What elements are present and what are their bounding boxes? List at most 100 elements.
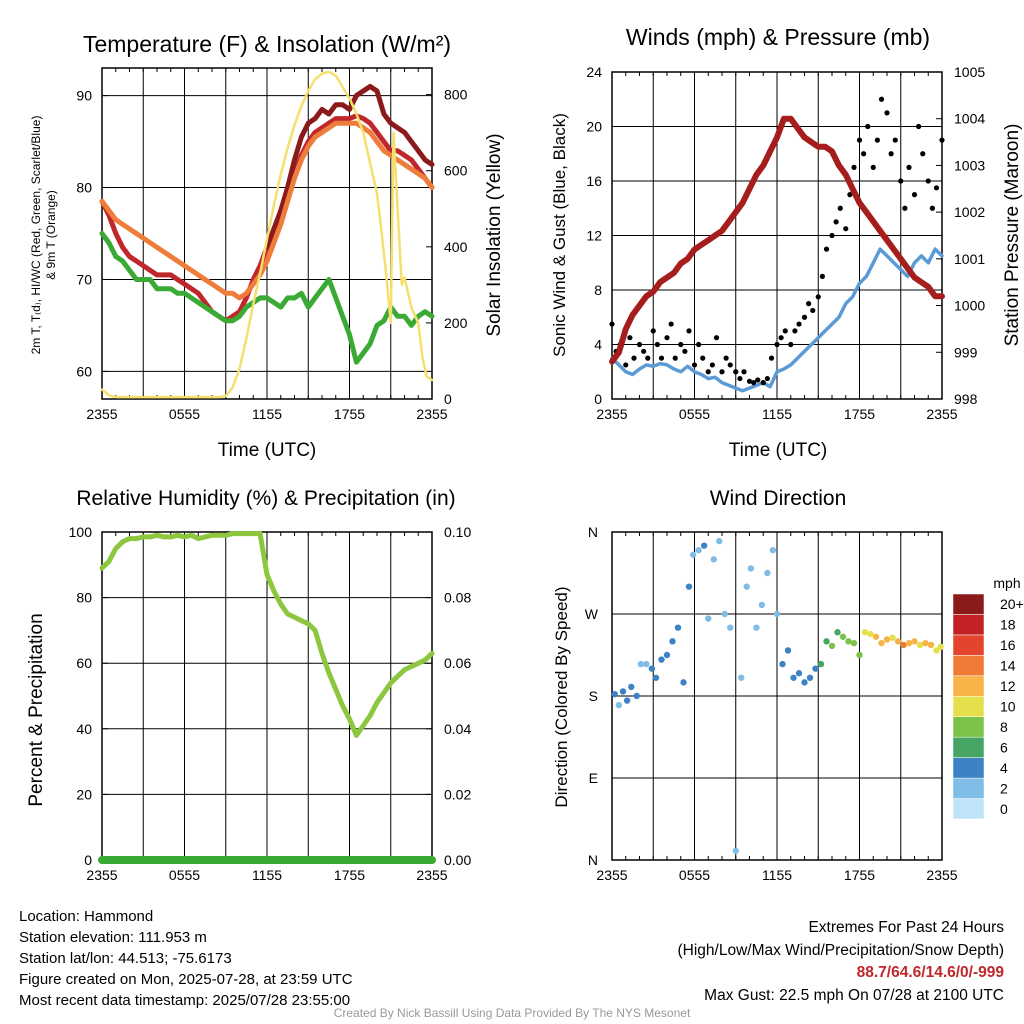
- direction-point: [773, 610, 781, 618]
- y-tick-label: 24: [586, 64, 602, 80]
- direction-point: [732, 847, 739, 855]
- point-gust: [843, 226, 849, 232]
- colorbar-swatch: [952, 593, 985, 615]
- y2-tick-label: 0.02: [444, 786, 471, 802]
- point-gust: [778, 335, 784, 341]
- x-tick-label: 1155: [252, 406, 282, 422]
- series-solar: [100, 70, 434, 399]
- x-tick-label: 2355: [596, 406, 627, 422]
- point-gust: [792, 328, 798, 334]
- recent-timestamp: Most recent data timestamp: 2025/07/28 2…: [19, 992, 351, 1009]
- direction-point: [828, 642, 836, 650]
- point-gust: [760, 380, 766, 386]
- x-tick-label: 1755: [844, 867, 875, 883]
- point-gust: [746, 378, 753, 384]
- point-gust: [833, 219, 839, 225]
- y2-tick-label: 1001: [954, 251, 985, 267]
- direction-point: [856, 651, 863, 659]
- colorbar-swatch: [952, 655, 985, 677]
- point-gust: [806, 301, 812, 307]
- x-tick-label: 1155: [252, 867, 282, 883]
- direction-point: [927, 641, 935, 649]
- x-tick-label: 2355: [416, 406, 447, 422]
- station-location: Location: Hammond: [19, 908, 154, 925]
- direction-point: [878, 639, 885, 647]
- temp-ylabel-sub: & 9m T (Orange): [44, 190, 58, 280]
- y-tick-label: 60: [76, 655, 92, 671]
- direction-point: [652, 674, 660, 681]
- wind-y2label: Station Pressure (Maroon): [1002, 124, 1023, 347]
- colorbar-swatch: [952, 675, 985, 697]
- credit-line: Created By Nick Bassill Using Data Provi…: [333, 1006, 691, 1020]
- direction-point: [663, 651, 671, 659]
- y2-tick-label: 1005: [954, 64, 985, 80]
- extremes-values: 88.7/64.6/14.6/0/-999: [856, 964, 1004, 981]
- colorbar-swatch: [952, 634, 985, 656]
- point-gust: [741, 369, 747, 375]
- extremes-block: Extremes For Past 24 Hours (High/Low/Max…: [678, 917, 1005, 1007]
- point-gust: [884, 110, 890, 116]
- station-elevation: Station elevation: 111.953 m: [19, 929, 207, 946]
- direction-point: [747, 565, 755, 572]
- x-tick-label: 1755: [334, 406, 365, 422]
- colorbar-label: 18: [1000, 617, 1016, 633]
- y-tick-label: 20: [586, 119, 602, 135]
- point-gust: [678, 341, 684, 348]
- direction-point: [867, 630, 874, 638]
- direction-point: [894, 638, 902, 645]
- direction-point: [710, 556, 717, 563]
- direction-point: [817, 660, 825, 668]
- y2-tick-label: 0.10: [444, 524, 471, 540]
- y2-tick-label: 999: [954, 344, 978, 360]
- direction-point: [769, 547, 777, 554]
- direction-point: [779, 660, 786, 668]
- y-tick-label: 60: [76, 363, 92, 379]
- direction-point: [743, 583, 750, 590]
- y-tick-label: 70: [76, 271, 92, 287]
- point-gust: [631, 355, 637, 361]
- point-gust: [929, 205, 935, 211]
- y-tick-label: 0: [594, 391, 602, 407]
- y2-tick-label: 400: [444, 239, 468, 255]
- point-gust: [837, 205, 843, 211]
- point-gust: [810, 307, 816, 314]
- y2-tick-label: 0.04: [444, 721, 471, 737]
- point-gust: [796, 321, 802, 327]
- series-dewpoint: [99, 231, 435, 365]
- direction-point: [933, 647, 940, 654]
- direction-point: [643, 660, 650, 668]
- colorbar-label: 14: [1000, 658, 1016, 674]
- colorbar-swatch: [952, 798, 985, 820]
- direction-point: [705, 615, 712, 622]
- direction-point: [845, 638, 852, 645]
- y2-tick-label: 1002: [954, 204, 985, 220]
- colorbar-swatch: [952, 696, 985, 717]
- direction-point: [916, 641, 924, 649]
- point-gust: [700, 355, 706, 361]
- point-gust: [906, 164, 912, 170]
- y2-tick-label: 1000: [954, 298, 985, 314]
- y-tick-label: N: [588, 524, 598, 540]
- y-tick-label: 90: [76, 88, 92, 104]
- direction-point: [889, 634, 896, 641]
- direction-point: [680, 679, 687, 686]
- point-gust: [819, 273, 825, 279]
- point-gust: [668, 321, 674, 327]
- colorbar-label: 10: [1000, 699, 1016, 715]
- max-gust: Max Gust: 22.5 mph On 07/28 at 2100 UTC: [704, 986, 1004, 1004]
- chart-dir: 2355 0555 1155 1755 2355NESWN024681012141618…: [585, 524, 1024, 883]
- y-tick-label: 16: [586, 173, 602, 189]
- x-tick-label: 0555: [169, 406, 200, 422]
- x-tick-label: 2355: [596, 867, 627, 883]
- y-tick-label: 80: [76, 180, 92, 196]
- y-tick-label: 0: [84, 852, 92, 868]
- point-gust: [609, 321, 615, 327]
- point-gust: [847, 192, 853, 198]
- point-gust: [682, 348, 688, 354]
- colorbar-label: 2: [1000, 780, 1008, 796]
- direction-point: [669, 638, 676, 645]
- direction-point: [861, 629, 869, 636]
- point-gust: [696, 341, 702, 348]
- y2-tick-label: 800: [444, 87, 468, 103]
